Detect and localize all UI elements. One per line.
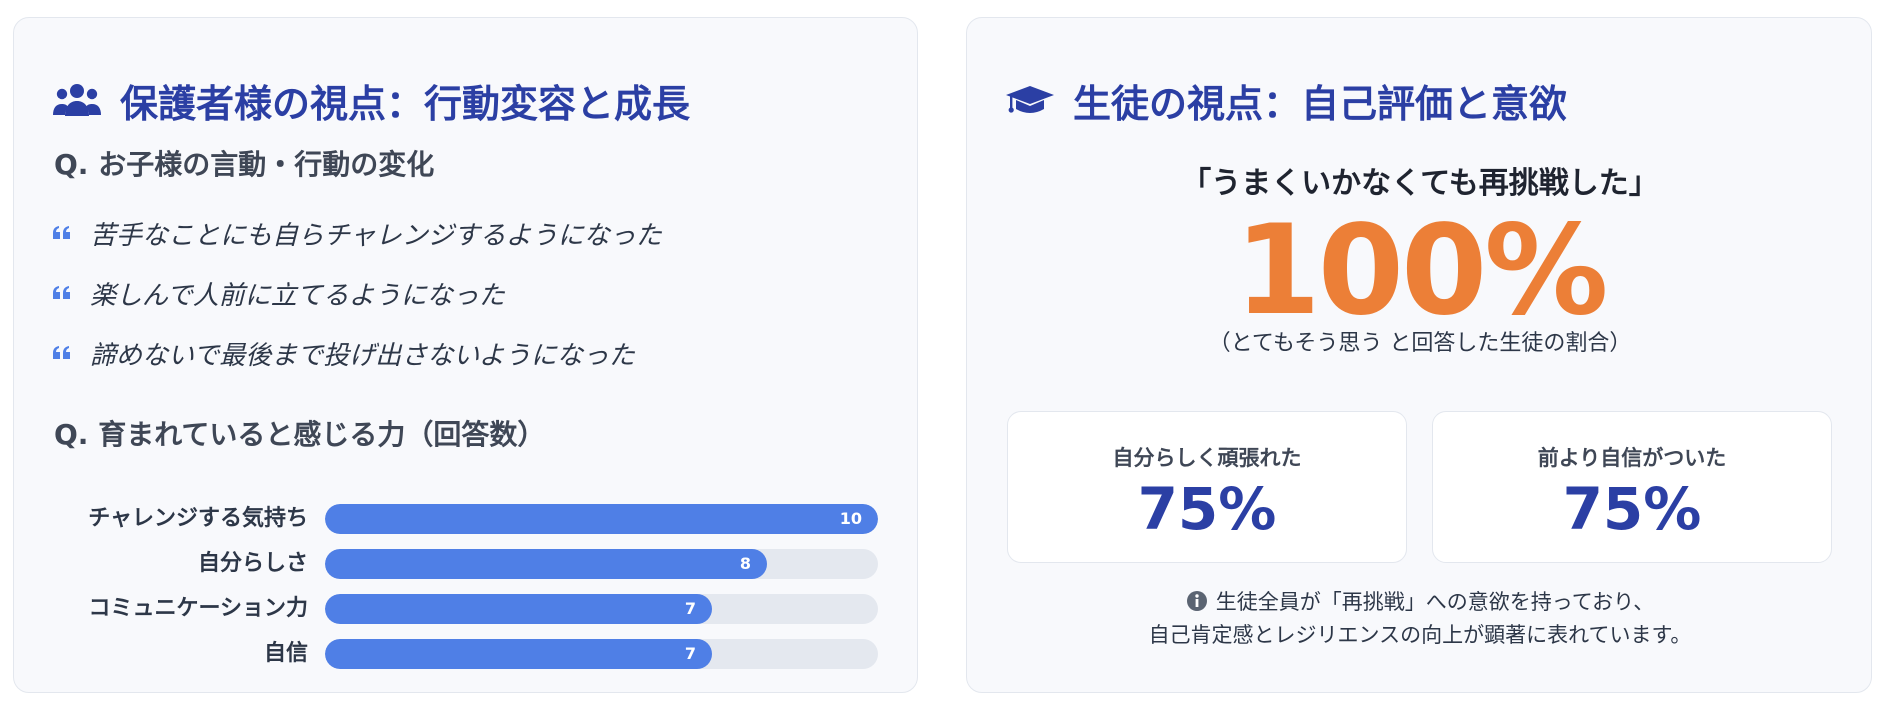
quote-item: 楽しんで人前に立てるようになった xyxy=(52,273,505,313)
info-icon xyxy=(1186,591,1207,611)
bar xyxy=(325,639,712,669)
users-icon xyxy=(53,84,101,116)
parent-card-title: 保護者様の視点：行動変容と成長 xyxy=(52,60,690,140)
bar-value-label: 8 xyxy=(739,554,751,573)
stat-label: 前より自信がついた xyxy=(1537,446,1727,470)
bar-track: 7 xyxy=(325,594,878,624)
quote-item: 苦手なことにも自らチャレンジするようになった xyxy=(52,213,662,253)
quote-icon xyxy=(53,226,70,239)
parent-title-text: 保護者様の視点：行動変容と成長 xyxy=(120,81,691,126)
bar-category-label: チャレンジする気持ち xyxy=(88,506,308,531)
question-abilities: Q. 育まれていると感じる力（回答数） xyxy=(54,418,546,451)
bar xyxy=(325,594,712,624)
quote-text: 諦めないで最後まで投げ出さないようになった xyxy=(90,340,635,371)
summary-note: 生徒全員が「再挑戦」への意欲を持っており、 自己肯定感とレジリエンスの向上が顕著… xyxy=(967,586,1873,652)
stat-label: 自分らしく頑張れた xyxy=(1112,446,1302,470)
retry-percent-caption: （とてもそう思う と回答した生徒の割合） xyxy=(1208,331,1632,356)
bar-value-label: 7 xyxy=(684,644,696,663)
quote-text: 苦手なことにも自らチャレンジするようになった xyxy=(90,220,662,251)
stat-card: 前より自信がついた 75% xyxy=(1432,411,1832,563)
quote-icon xyxy=(53,346,70,359)
question-behavior-change: Q. お子様の言動・行動の変化 xyxy=(54,148,435,181)
bar xyxy=(325,504,878,534)
student-perspective-card: 生徒の視点：自己評価と意欲 「うまくいかなくても再挑戦した」 100% （とても… xyxy=(966,17,1872,693)
bar-value-label: 10 xyxy=(839,509,862,528)
quote-icon xyxy=(53,286,70,299)
note-line-2: 自己肯定感とレジリエンスの向上が顕著に表れています。 xyxy=(1148,623,1692,647)
note-line-1: 生徒全員が「再挑戦」への意欲を持っており、 xyxy=(1215,590,1655,614)
graduation-cap-icon xyxy=(1006,86,1054,113)
bar-track: 8 xyxy=(325,549,878,579)
retry-percent: 100% xyxy=(1234,199,1608,343)
bar-track: 7 xyxy=(325,639,878,669)
bar-category-label: コミュニケーション力 xyxy=(88,596,308,621)
quote-item: 諦めないで最後まで投げ出さないようになった xyxy=(52,333,635,373)
student-card-title: 生徒の視点：自己評価と意欲 xyxy=(1005,60,1567,140)
bar-category-label: 自分らしさ xyxy=(197,551,308,576)
bar-category-label: 自信 xyxy=(263,641,308,666)
quote-text: 楽しんで人前に立てるようになった xyxy=(90,280,505,311)
bar-value-label: 7 xyxy=(684,599,696,618)
parent-perspective-card: 保護者様の視点：行動変容と成長 Q. お子様の言動・行動の変化 苦手なことにも自… xyxy=(13,17,918,693)
student-title-text: 生徒の視点：自己評価と意欲 xyxy=(1073,81,1568,126)
stat-value: 75% xyxy=(1562,475,1702,543)
stat-value: 75% xyxy=(1137,475,1277,543)
stat-card: 自分らしく頑張れた 75% xyxy=(1007,411,1407,563)
bar-track: 10 xyxy=(325,504,878,534)
bar xyxy=(325,549,767,579)
retry-headline: 「うまくいかなくても再挑戦した」 xyxy=(1181,166,1659,201)
